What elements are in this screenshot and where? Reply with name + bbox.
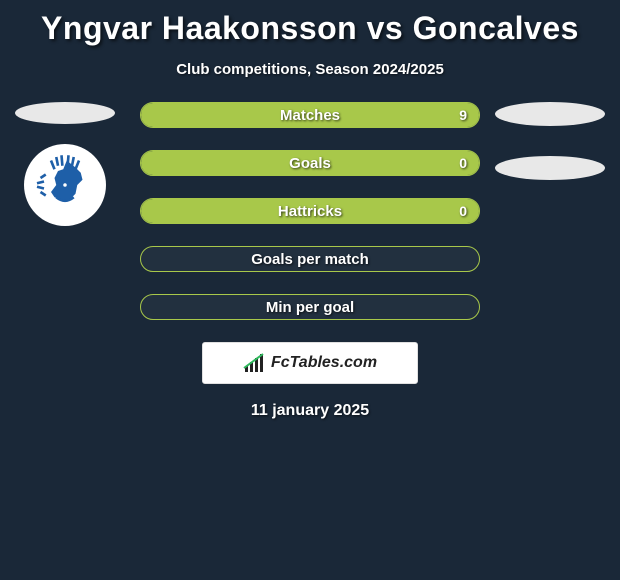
player1-badge-placeholder (15, 102, 115, 124)
branding-text: FcTables.com (271, 354, 377, 372)
right-player-column (490, 102, 610, 180)
stat-label: Matches (280, 107, 340, 124)
stat-bars: Matches 9 Goals 0 Hattricks 0 Goals per … (140, 102, 480, 320)
stat-value: 9 (459, 107, 467, 123)
player2-badge-placeholder-1 (495, 102, 605, 126)
player2-badge-placeholder-2 (495, 156, 605, 180)
player1-club-logo (24, 144, 106, 226)
date-text: 11 january 2025 (0, 402, 620, 420)
left-player-column (10, 102, 120, 226)
stat-bar-goals-per-match: Goals per match (140, 246, 480, 272)
stat-value: 0 (459, 155, 467, 171)
stat-label: Hattricks (278, 203, 342, 220)
club-logo-icon (30, 150, 100, 220)
subtitle: Club competitions, Season 2024/2025 (0, 61, 620, 78)
stat-label: Goals (289, 155, 331, 172)
branding-badge: FcTables.com (202, 342, 418, 384)
stat-bar-hattricks: Hattricks 0 (140, 198, 480, 224)
bar-chart-icon (243, 352, 267, 374)
stat-bar-matches: Matches 9 (140, 102, 480, 128)
stat-label: Min per goal (266, 299, 354, 316)
comparison-content: Matches 9 Goals 0 Hattricks 0 Goals per … (0, 102, 620, 420)
stat-label: Goals per match (251, 251, 369, 268)
page-title: Yngvar Haakonsson vs Goncalves (0, 0, 620, 47)
stat-bar-goals: Goals 0 (140, 150, 480, 176)
stat-bar-min-per-goal: Min per goal (140, 294, 480, 320)
stat-value: 0 (459, 203, 467, 219)
